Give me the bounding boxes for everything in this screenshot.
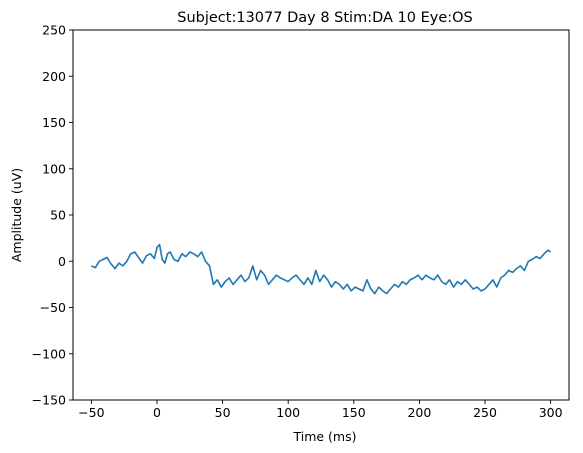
- x-tick-label: 150: [342, 405, 366, 420]
- x-tick-label: 0: [153, 405, 161, 420]
- y-tick-label: 200: [42, 69, 66, 84]
- y-tick-label: 50: [50, 208, 66, 223]
- plot-area: −50 0 50 100 150 200 250 300 −150 −100 −50 0 50 100 15…: [32, 23, 570, 421]
- y-tick-label: 250: [42, 23, 66, 38]
- y-tick-label: −50: [40, 300, 66, 315]
- chart-title: Subject:13077 Day 8 Stim:DA 10 Eye:OS: [177, 10, 473, 26]
- x-tick-label: 50: [215, 405, 231, 420]
- x-tick-label: −50: [78, 405, 104, 420]
- y-tick-label: 0: [58, 254, 66, 269]
- x-tick-label: 200: [407, 405, 431, 420]
- y-tick-label: 100: [42, 161, 66, 176]
- y-tick-label: 150: [42, 115, 66, 130]
- x-axis-label: Time (ms): [292, 429, 356, 444]
- axis-ticks: −50 0 50 100 150 200 250 300 −150 −100 −50 0 50 100 15…: [32, 23, 563, 421]
- x-tick-label: 300: [539, 405, 563, 420]
- y-tick-label: −100: [32, 346, 66, 361]
- plot-frame: [72, 29, 570, 401]
- series-group: [91, 243, 552, 295]
- series-line-0: [91, 243, 552, 295]
- y-axis-label: Amplitude (uV): [9, 168, 24, 262]
- y-tick-label: −150: [32, 393, 66, 408]
- x-tick-label: 250: [473, 405, 497, 420]
- x-tick-label: 100: [276, 405, 300, 420]
